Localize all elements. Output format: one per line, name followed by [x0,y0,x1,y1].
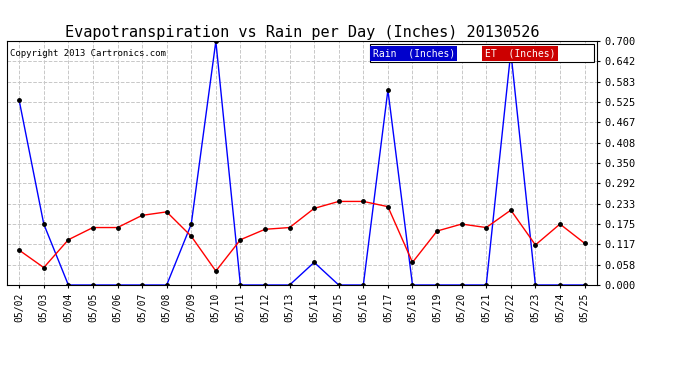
Text: Copyright 2013 Cartronics.com: Copyright 2013 Cartronics.com [10,49,166,58]
Text: ET  (Inches): ET (Inches) [485,48,555,58]
Title: Evapotranspiration vs Rain per Day (Inches) 20130526: Evapotranspiration vs Rain per Day (Inch… [65,25,539,40]
Text: Rain  (Inches): Rain (Inches) [373,48,455,58]
FancyBboxPatch shape [370,44,594,62]
